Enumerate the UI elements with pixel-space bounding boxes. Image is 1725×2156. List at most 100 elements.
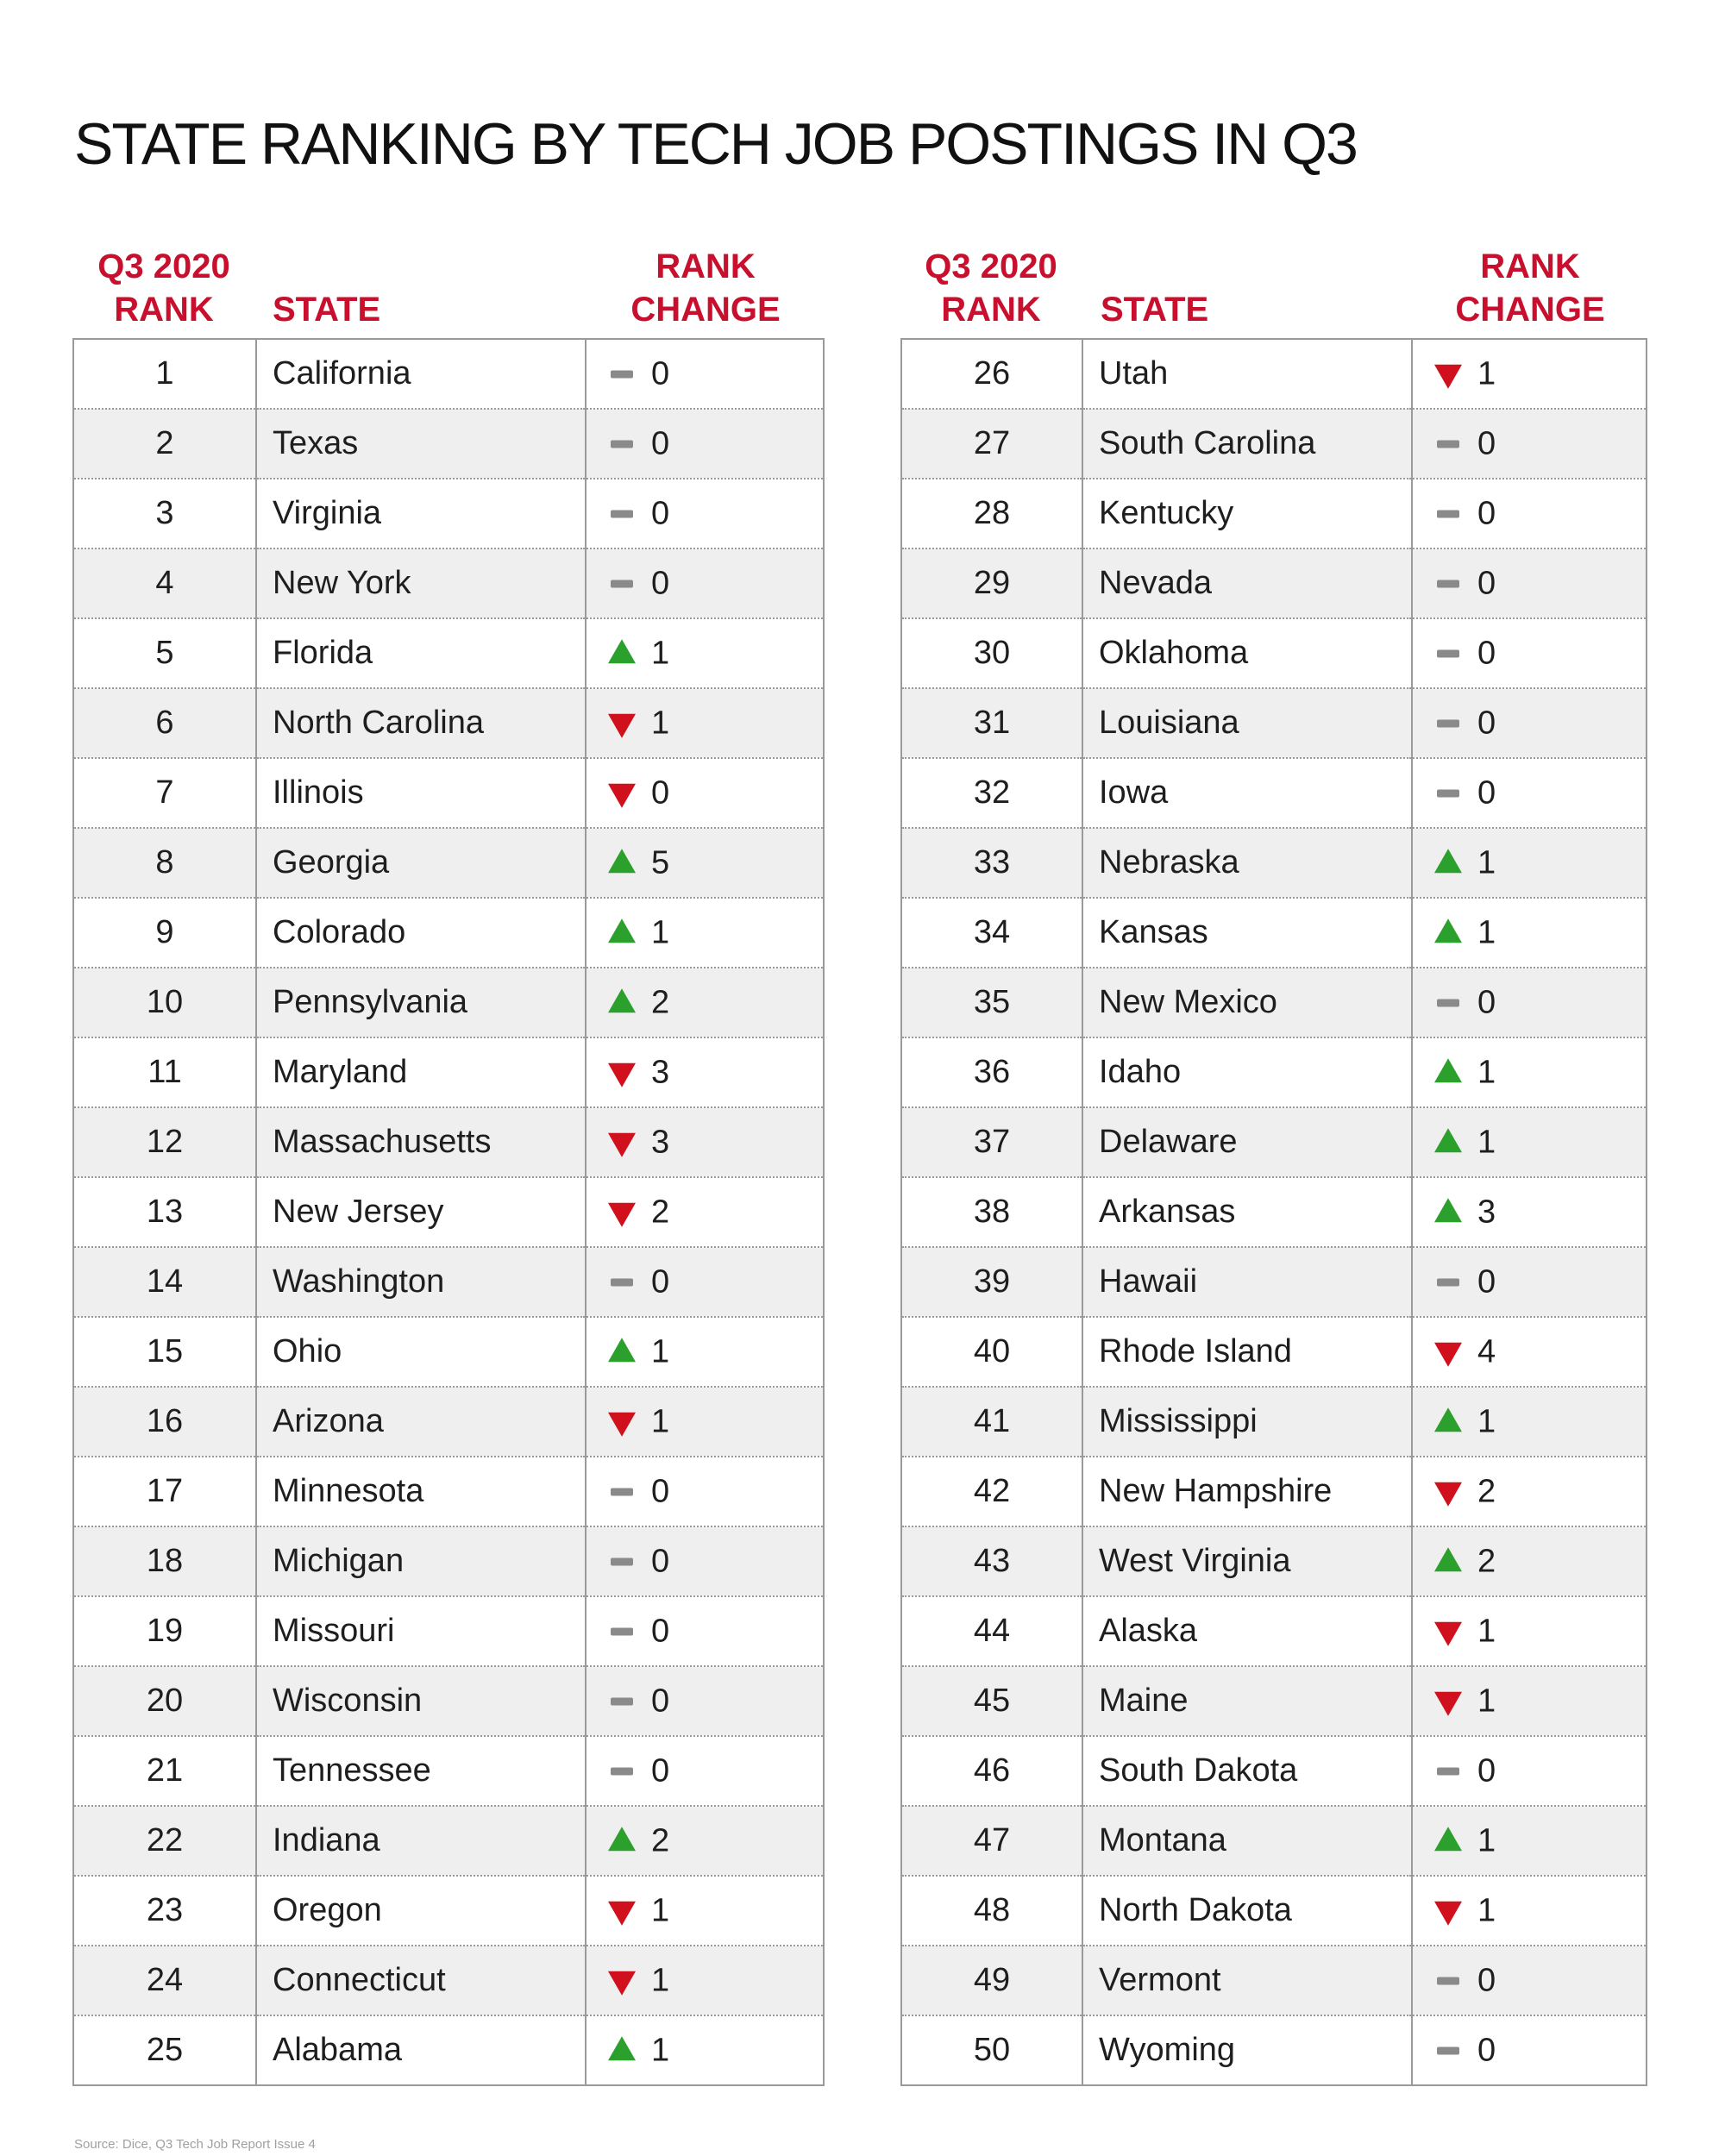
table-row: 50 Wyoming 0 xyxy=(901,2015,1647,2085)
arrow-up-icon xyxy=(1434,1057,1462,1082)
dash-icon xyxy=(1437,1767,1459,1775)
rank-change-cell: 1 xyxy=(586,1875,824,1946)
rank-change-value: 1 xyxy=(651,1892,670,1928)
state-cell: Nevada xyxy=(1082,548,1413,618)
arrow-up-icon xyxy=(608,987,636,1012)
table-row: 1 California 0 xyxy=(73,339,824,409)
table-row: 25 Alabama 1 xyxy=(73,2015,824,2085)
arrow-up-icon xyxy=(1434,1546,1462,1571)
rank-change-value: 1 xyxy=(1477,355,1496,392)
state-cell: Georgia xyxy=(256,827,586,898)
arrow-up-icon xyxy=(1434,1826,1462,1851)
rank-cell: 38 xyxy=(901,1176,1083,1247)
rank-cell: 11 xyxy=(73,1037,257,1107)
arrow-down-icon xyxy=(1434,364,1462,389)
dash-icon xyxy=(611,1278,633,1286)
rank-change-cell: 0 xyxy=(1412,408,1647,479)
rank-cell: 34 xyxy=(901,897,1083,968)
dash-icon xyxy=(1437,999,1459,1006)
rank-change-cell: 1 xyxy=(586,2015,824,2085)
dash-icon xyxy=(1437,580,1459,587)
state-cell: South Dakota xyxy=(1082,1735,1413,1806)
rank-change-cell: 0 xyxy=(586,1735,824,1806)
rank-change-cell: 2 xyxy=(586,967,824,1037)
state-cell: Louisiana xyxy=(1082,687,1413,758)
table-row: 45 Maine 1 xyxy=(901,1665,1647,1736)
arrow-up-icon xyxy=(608,2035,636,2060)
state-cell: Michigan xyxy=(256,1526,586,1596)
header-rank: Q3 2020 RANK xyxy=(925,248,1057,329)
rank-change-value: 0 xyxy=(1477,1263,1496,1300)
table-row: 29 Nevada 0 xyxy=(901,548,1647,618)
rank-change-cell: 1 xyxy=(586,617,824,688)
state-cell: Delaware xyxy=(1082,1106,1413,1177)
dash-icon xyxy=(1437,510,1459,517)
rank-cell: 31 xyxy=(901,687,1083,758)
rank-cell: 33 xyxy=(901,827,1083,898)
arrow-down-icon xyxy=(1434,1482,1462,1507)
rank-cell: 8 xyxy=(73,827,257,898)
rank-change-cell: 1 xyxy=(1412,1106,1647,1177)
rank-change-value: 0 xyxy=(1477,565,1496,601)
table-row: 4 New York 0 xyxy=(73,548,824,618)
table-row: 32 Iowa 0 xyxy=(901,757,1647,828)
table-row: 26 Utah 1 xyxy=(901,339,1647,409)
rank-change-value: 1 xyxy=(1477,1124,1496,1160)
rank-change-cell: 1 xyxy=(1412,339,1647,409)
table-row: 31 Louisiana 0 xyxy=(901,687,1647,758)
dash-icon xyxy=(611,1488,633,1495)
table-row: 44 Alaska 1 xyxy=(901,1595,1647,1666)
state-cell: Washington xyxy=(256,1246,586,1317)
rank-change-cell: 0 xyxy=(586,1665,824,1736)
rank-change-value: 3 xyxy=(651,1054,670,1090)
rank-change-cell: 3 xyxy=(586,1106,824,1177)
state-cell: Utah xyxy=(1082,339,1413,409)
state-cell: Virginia xyxy=(256,478,586,548)
rank-change-cell: 1 xyxy=(586,897,824,968)
rank-change-value: 0 xyxy=(651,1752,670,1789)
arrow-up-icon xyxy=(1434,848,1462,873)
dash-icon xyxy=(611,440,633,448)
table-row: 12 Massachusetts 3 xyxy=(73,1106,824,1177)
table-row: 8 Georgia 5 xyxy=(73,827,824,898)
arrow-down-icon xyxy=(608,1202,636,1227)
dash-icon xyxy=(1437,1977,1459,1984)
state-cell: Arizona xyxy=(256,1386,586,1457)
rank-change-cell: 0 xyxy=(586,408,824,479)
table-row: 30 Oklahoma 0 xyxy=(901,617,1647,688)
table-row: 28 Kentucky 0 xyxy=(901,478,1647,548)
rank-cell: 1 xyxy=(73,339,257,409)
arrow-up-icon xyxy=(1434,1197,1462,1222)
arrow-up-icon xyxy=(608,1337,636,1362)
rank-change-value: 0 xyxy=(1477,774,1496,811)
ranking-table-left: Q3 2020 RANK STATE RANK CHANGE 1 Californ… xyxy=(72,243,825,2086)
rank-cell: 29 xyxy=(901,548,1083,618)
table-row: 9 Colorado 1 xyxy=(73,897,824,968)
state-cell: Mississippi xyxy=(1082,1386,1413,1457)
rank-change-value: 0 xyxy=(651,565,670,601)
rank-change-value: 0 xyxy=(1477,495,1496,531)
rank-cell: 18 xyxy=(73,1526,257,1596)
state-cell: Connecticut xyxy=(256,1945,586,2015)
rank-change-cell: 0 xyxy=(586,1595,824,1666)
rank-change-value: 1 xyxy=(651,1962,670,1998)
table-row: 36 Idaho 1 xyxy=(901,1037,1647,1107)
rank-change-cell: 0 xyxy=(1412,2015,1647,2085)
rank-cell: 19 xyxy=(73,1595,257,1666)
rank-change-value: 1 xyxy=(651,2032,670,2068)
table-row: 16 Arizona 1 xyxy=(73,1386,824,1457)
rank-change-value: 1 xyxy=(1477,1613,1496,1649)
rank-cell: 12 xyxy=(73,1106,257,1177)
rank-change-cell: 1 xyxy=(586,1386,824,1457)
rank-change-cell: 0 xyxy=(1412,967,1647,1037)
ranking-table-right: Q3 2020 RANK STATE RANK CHANGE 26 Utah 1 27… xyxy=(900,243,1647,2086)
state-cell: Maine xyxy=(1082,1665,1413,1736)
rank-change-cell: 2 xyxy=(586,1176,824,1247)
rank-cell: 25 xyxy=(73,2015,257,2085)
rank-change-value: 2 xyxy=(651,984,670,1020)
rank-change-cell: 2 xyxy=(1412,1456,1647,1526)
rank-cell: 43 xyxy=(901,1526,1083,1596)
header-state: STATE xyxy=(1101,291,1209,329)
rank-change-value: 1 xyxy=(1477,1822,1496,1858)
arrow-down-icon xyxy=(608,1901,636,1926)
